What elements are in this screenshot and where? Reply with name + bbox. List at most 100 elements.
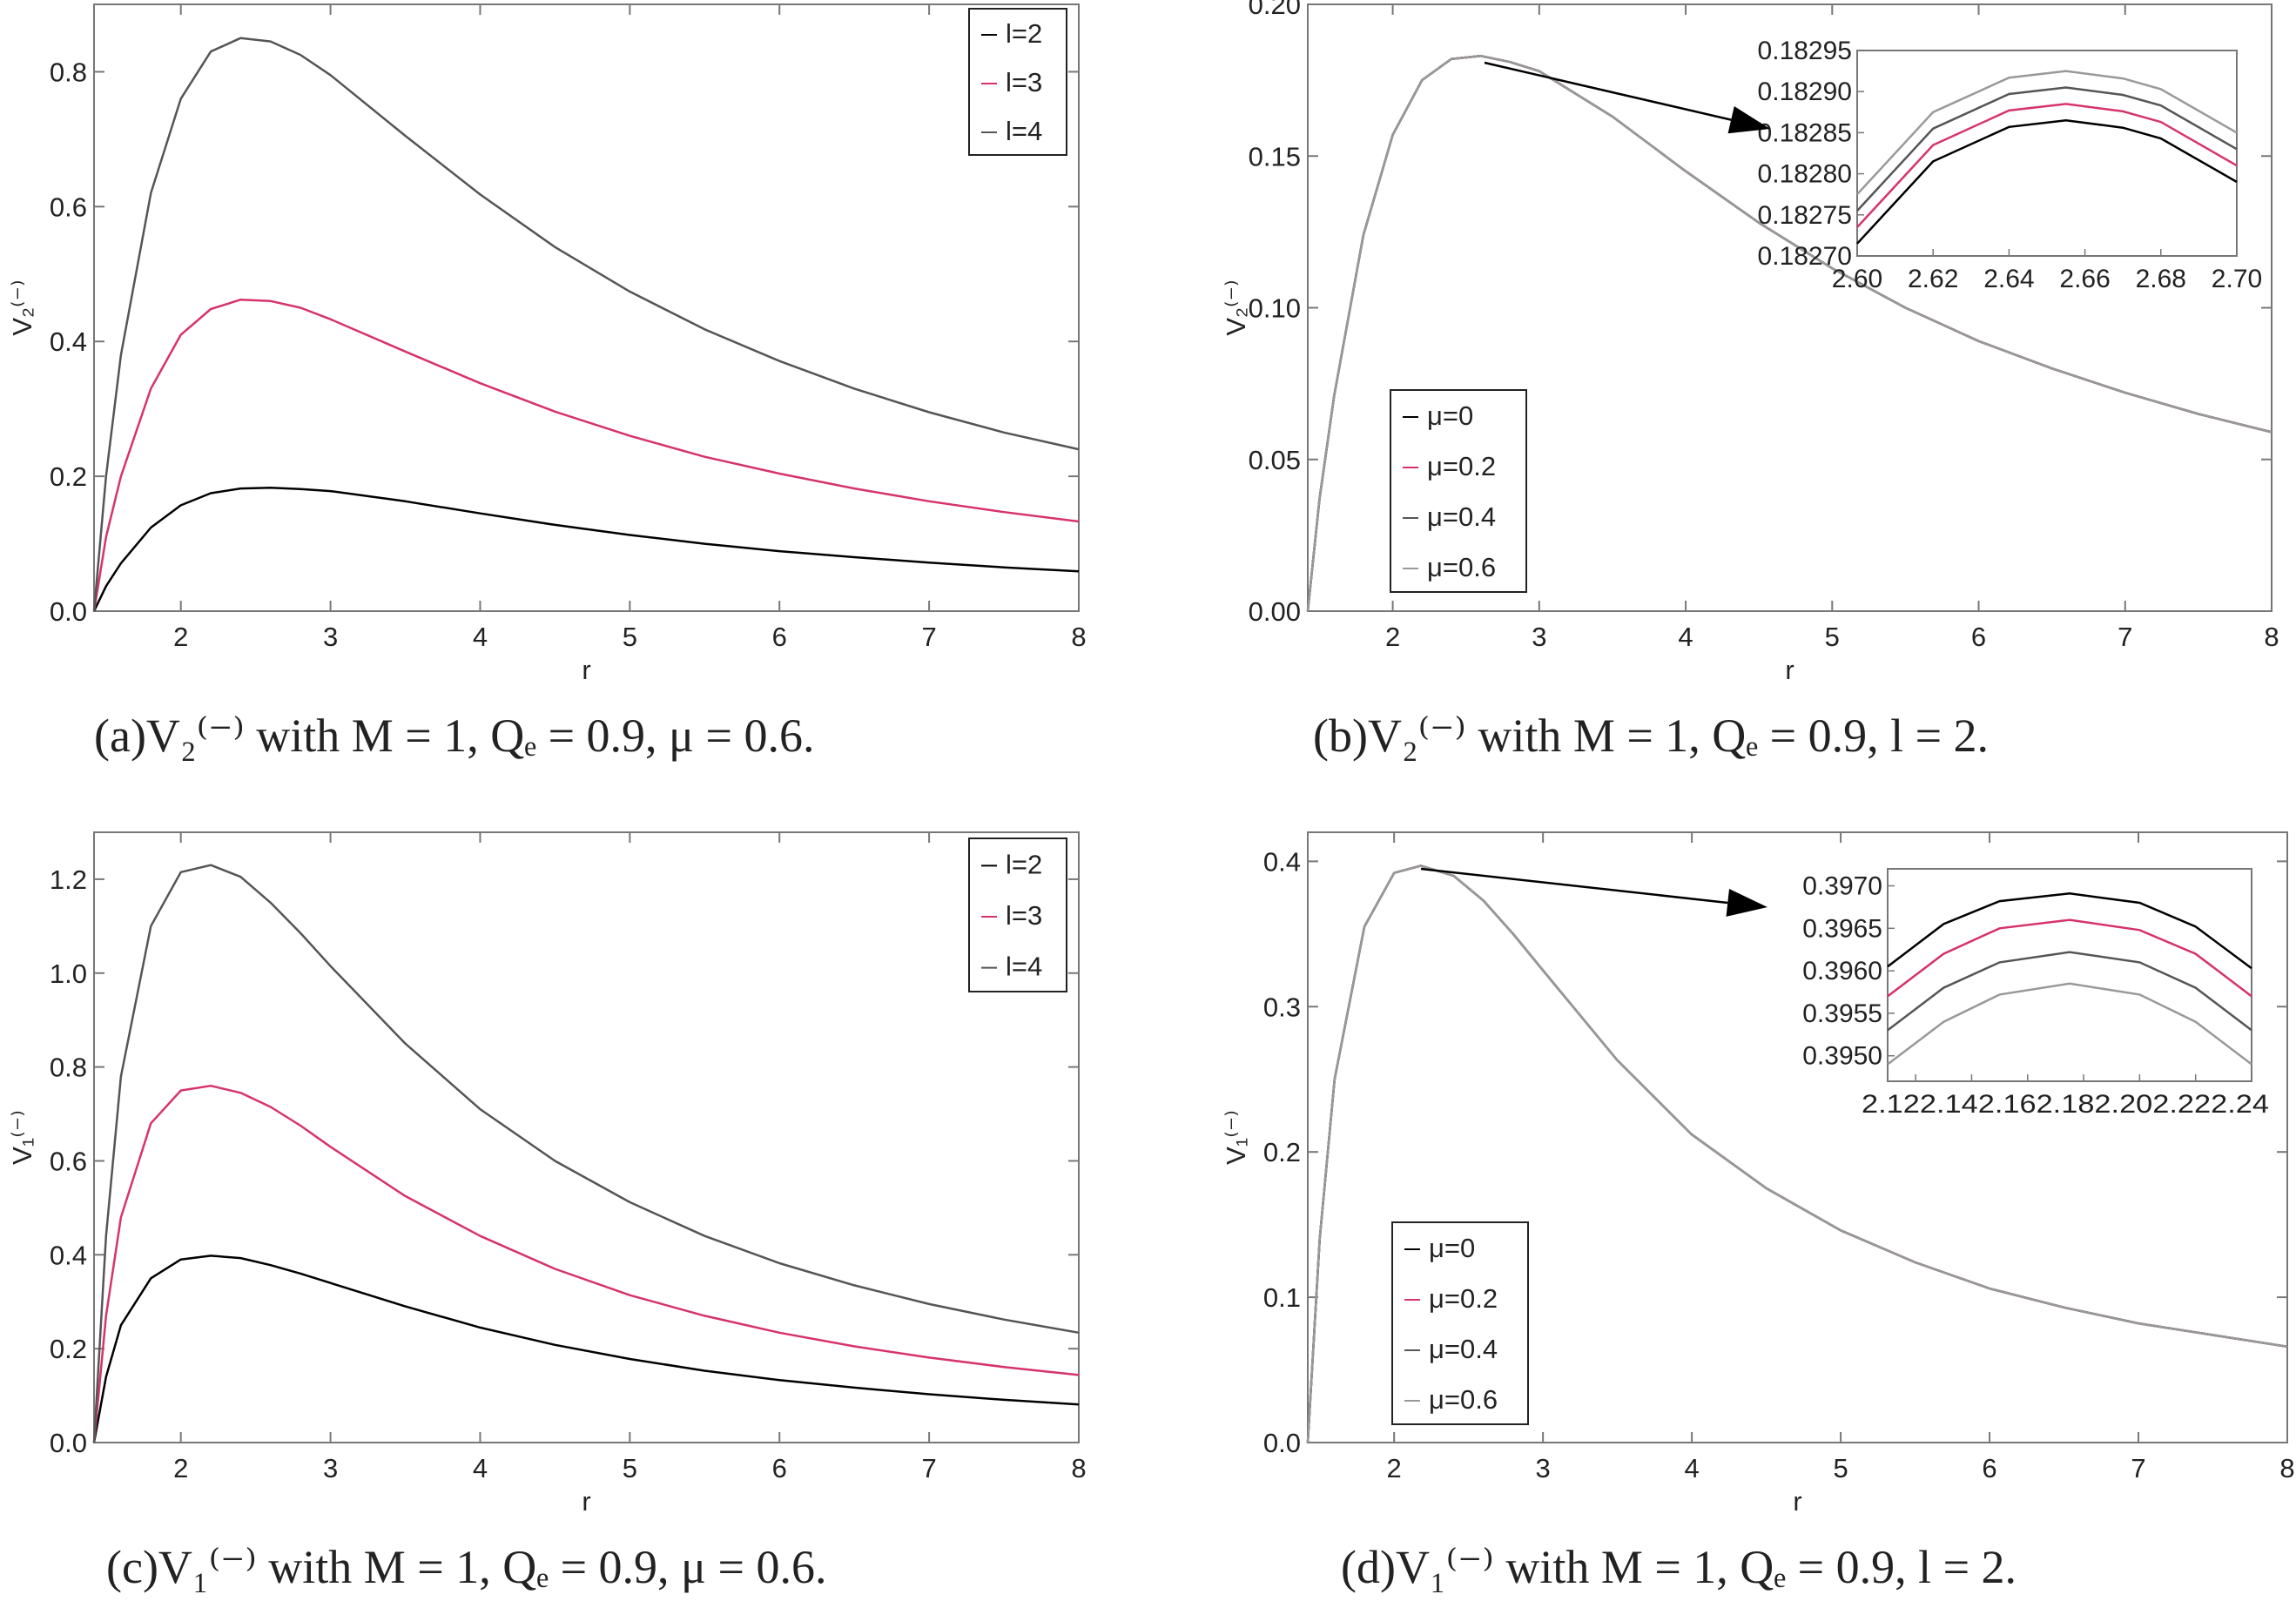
series-line-1 xyxy=(92,1084,1080,1443)
y-tick-label: 0.20 xyxy=(1249,0,1301,20)
y-tick-label: 0.05 xyxy=(1249,445,1301,475)
x-tick-label: 5 xyxy=(1825,622,1840,652)
legend-label: μ=0.4 xyxy=(1427,501,1496,532)
y-axis-label: V₁⁽⁻⁾ xyxy=(1221,1110,1251,1165)
x-tick-label: 2 xyxy=(173,1453,188,1483)
panel-caption: (b)V₂⁽⁻⁾ with M = 1, Qₑ = 0.9, l = 2. xyxy=(1313,710,1989,762)
inset-y-tick-label: 0.18285 xyxy=(1758,118,1852,147)
legend: l=2 l=3 l=4 xyxy=(968,8,1067,156)
x-tick-label: 3 xyxy=(323,1453,338,1483)
inset-y-tick-label: 0.3960 xyxy=(1802,957,1882,985)
y-tick-label: 0.0 xyxy=(50,596,87,627)
inset-series-line-3 xyxy=(1856,70,2238,196)
x-tick-label: 2 xyxy=(173,622,188,652)
legend-label: μ=0.2 xyxy=(1427,451,1496,481)
panel-caption: (c)V₁⁽⁻⁾ with M = 1, Qₑ = 0.9, μ = 0.6. xyxy=(106,1541,826,1593)
inset-series-line-2 xyxy=(1887,951,2252,1032)
inset-y-tick-label: 0.3955 xyxy=(1802,999,1882,1028)
legend-label: μ=0 xyxy=(1427,400,1473,431)
legend-label: l=4 xyxy=(1006,952,1042,982)
x-tick-label: 6 xyxy=(1971,622,1986,652)
legend-label: l=2 xyxy=(1006,849,1042,879)
legend-label: μ=0 xyxy=(1429,1233,1475,1263)
series-line-0 xyxy=(92,1255,1080,1443)
y-tick-label: 0.10 xyxy=(1249,293,1301,324)
series-line-1 xyxy=(92,298,1080,612)
inset-x-tick-labels: 2.122.142.162.182.202.222.24 xyxy=(1862,1090,2269,1119)
x-axis-label: r xyxy=(582,1486,590,1517)
y-axis-label: V₂⁽⁻⁾ xyxy=(7,279,37,335)
plot-frame xyxy=(93,3,1080,612)
x-tick-label: 3 xyxy=(323,622,338,652)
legend-label: μ=0.6 xyxy=(1427,552,1496,582)
legend-label: μ=0.2 xyxy=(1429,1283,1498,1314)
x-tick-label: 8 xyxy=(2264,622,2279,652)
x-tick-label: 6 xyxy=(772,1453,787,1483)
inset-y-tick-label: 0.18295 xyxy=(1758,37,1852,65)
x-tick-label: 8 xyxy=(1071,1453,1086,1483)
legend-box xyxy=(968,8,1067,156)
y-tick-label: 0.0 xyxy=(1263,1428,1301,1458)
inset-y-tick-label: 0.3950 xyxy=(1802,1042,1882,1071)
inset-x-tick-label: 2.64 xyxy=(1983,265,2034,293)
y-tick-label: 0.0 xyxy=(50,1428,87,1458)
x-axis-label: r xyxy=(1793,1486,1801,1517)
y-tick-label: 0.8 xyxy=(50,57,87,87)
inset-arrow-shaft xyxy=(1484,61,1732,121)
inset-series-line-1 xyxy=(1887,918,2252,998)
legend: l=2 l=3 l=4 xyxy=(968,837,1067,992)
y-tick-label: 0.6 xyxy=(50,192,87,222)
inset-frame xyxy=(1856,50,2238,257)
y-tick-label: 0.00 xyxy=(1249,596,1301,627)
inset: 0.3950 0.3955 0.3960 0.3965 0.3970 2.122.142.… xyxy=(1420,867,2269,1119)
panel-b: 2 3 4 5 6 7 8 0.00 0.05 0.10 0.15 0.20 r V₂⁽⁻⁾ μ=0 μ=0.… xyxy=(1221,0,2279,762)
legend-label: l=3 xyxy=(1006,900,1042,931)
panel-a: 2 3 4 5 6 7 8 0.0 0.2 0.4 0.6 0.8 r V₂⁽⁻⁾ l=2 l=3 l=4 (a)… xyxy=(7,3,1087,762)
inset-x-tick-label: 2.70 xyxy=(2212,265,2262,293)
y-tick-label: 0.4 xyxy=(1263,846,1301,877)
legend-label: μ=0.4 xyxy=(1429,1334,1498,1364)
x-tick-label: 5 xyxy=(623,1453,637,1483)
x-axis-label: r xyxy=(1785,655,1794,685)
inset-arrow-shaft xyxy=(1420,867,1728,905)
x-tick-label: 7 xyxy=(2118,622,2132,652)
x-tick-label: 7 xyxy=(2131,1453,2145,1483)
y-tick-label: 0.3 xyxy=(1263,992,1301,1022)
inset-series-line-0 xyxy=(1856,118,2238,245)
inset-series-line-0 xyxy=(1887,892,2252,970)
legend: μ=0 μ=0.2 μ=0.4 μ=0.6 xyxy=(1390,389,1527,593)
legend: μ=0 μ=0.2 μ=0.4 μ=0.6 xyxy=(1391,1221,1529,1425)
inset: 0.18270 0.18275 0.18280 0.18285 0.18290 0.182… xyxy=(1484,37,2262,293)
legend-box xyxy=(1391,1221,1529,1425)
panel-d: 2 3 4 5 6 7 8 0.0 0.1 0.2 0.3 0.4 r V₁⁽⁻⁾ μ=0 μ=0.2 μ=0.… xyxy=(1221,831,2295,1593)
x-axis-label: r xyxy=(582,655,590,685)
legend-label: l=4 xyxy=(1006,116,1042,146)
y-tick-label: 0.15 xyxy=(1249,141,1301,172)
x-tick-label: 3 xyxy=(1536,1453,1551,1483)
x-tick-label: 4 xyxy=(1678,622,1693,652)
inset-series-line-1 xyxy=(1856,103,2238,228)
inset-x-tick-label: 2.60 xyxy=(1832,265,1882,293)
y-tick-label: 0.1 xyxy=(1263,1282,1301,1313)
plot-frame xyxy=(93,831,1080,1443)
inset-arrow-head xyxy=(1726,889,1767,917)
y-axis-label: V₂⁽⁻⁾ xyxy=(1221,279,1251,335)
legend-box xyxy=(968,837,1067,992)
x-tick-label: 7 xyxy=(921,1453,936,1483)
plot-frame xyxy=(1307,831,2288,1443)
y-tick-label: 1.2 xyxy=(50,864,87,895)
inset-y-tick-label: 0.3970 xyxy=(1802,872,1882,901)
legend-box xyxy=(1390,389,1527,593)
panel-caption: (a)V₂⁽⁻⁾ with M = 1, Qₑ = 0.9, μ = 0.6. xyxy=(94,710,814,762)
x-tick-label: 6 xyxy=(772,622,787,652)
inset-y-tick-label: 0.3965 xyxy=(1802,914,1882,943)
panel-c: 2 3 4 5 6 7 8 0.0 0.2 0.4 0.6 0.8 1.0 1.2 r V₁⁽⁻⁾ l=2 l=3… xyxy=(7,831,1087,1593)
x-tick-label: 8 xyxy=(2279,1453,2294,1483)
x-tick-label: 4 xyxy=(473,622,488,652)
series-line-0 xyxy=(92,487,1080,612)
inset-y-tick-label: 0.18275 xyxy=(1758,201,1852,230)
y-axis-label: V₁⁽⁻⁾ xyxy=(7,1110,37,1165)
x-tick-label: 4 xyxy=(1684,1453,1699,1483)
inset-series-line-2 xyxy=(1856,86,2238,212)
x-tick-label: 5 xyxy=(623,622,637,652)
